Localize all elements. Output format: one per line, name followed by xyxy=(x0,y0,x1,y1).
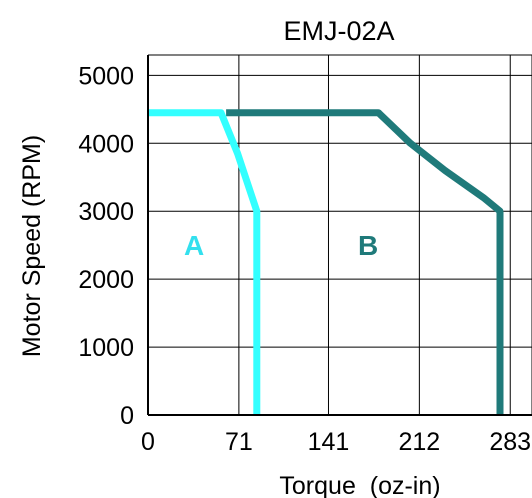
y-axis-label: Motor Speed (RPM) xyxy=(18,135,46,357)
chart-title: EMJ-02A xyxy=(283,16,394,46)
y-tick-label: 4000 xyxy=(78,130,134,158)
y-tick-label: 5000 xyxy=(78,62,134,90)
x-tick-label: 71 xyxy=(225,428,253,456)
y-tick-label: 1000 xyxy=(78,334,134,362)
y-tick-label: 0 xyxy=(120,402,134,430)
series-a-line xyxy=(148,109,261,415)
y-tick-labels: 0 1000 2000 3000 4000 5000 xyxy=(78,62,134,430)
region-label-b: B xyxy=(358,230,378,261)
series-b-line xyxy=(226,109,504,415)
x-tick-label: 0 xyxy=(141,428,155,456)
grid xyxy=(147,54,532,416)
x-tick-label: 283 xyxy=(489,428,531,456)
series-lines xyxy=(148,109,504,415)
x-tick-label: 141 xyxy=(308,428,350,456)
x-axis-label: Torque (oz-in) xyxy=(279,472,440,498)
region-label-a: A xyxy=(184,230,204,261)
x-tick-labels: 0 71 141 212 283 xyxy=(141,428,531,456)
x-tick-label: 212 xyxy=(399,428,441,456)
y-tick-label: 3000 xyxy=(78,198,134,226)
y-tick-label: 2000 xyxy=(78,266,134,294)
